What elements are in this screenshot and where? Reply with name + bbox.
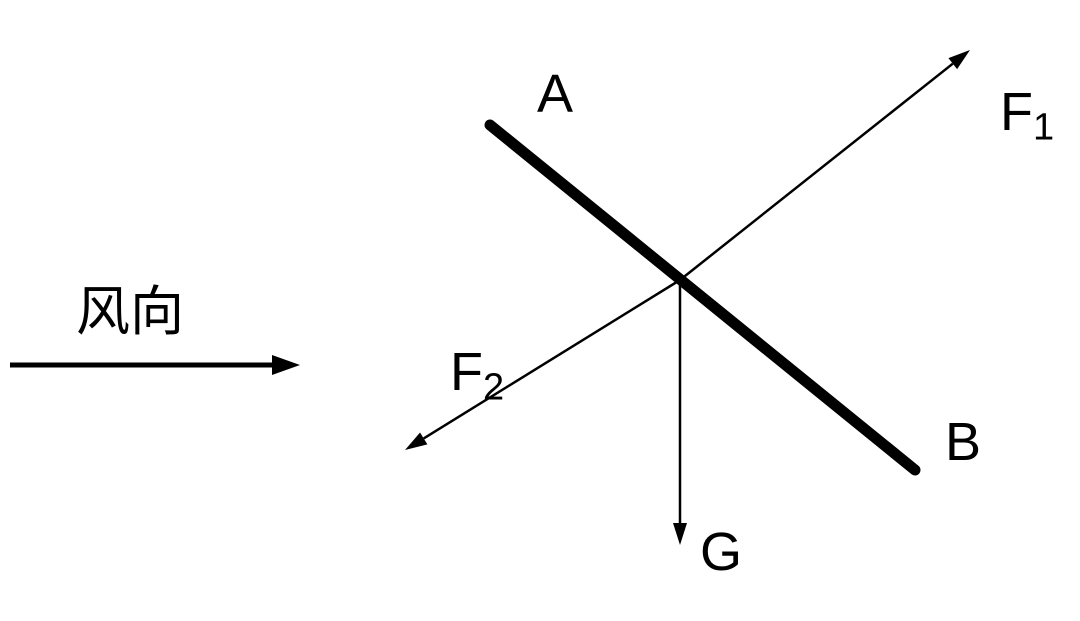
segment-ab (490, 125, 915, 470)
label-a: A (537, 64, 573, 124)
force-g-arrow (673, 280, 687, 545)
label-g: G (700, 522, 742, 582)
label-b: B (945, 412, 981, 472)
force-diagram: 风向 A B F1 F2 G (0, 0, 1080, 621)
label-f1: F1 (1000, 82, 1054, 149)
wind-arrow (10, 355, 300, 375)
label-f2: F2 (450, 342, 504, 409)
force-f1-arrow (680, 50, 970, 280)
force-f2-arrow (405, 280, 680, 450)
wind-label: 风向 (76, 282, 184, 342)
